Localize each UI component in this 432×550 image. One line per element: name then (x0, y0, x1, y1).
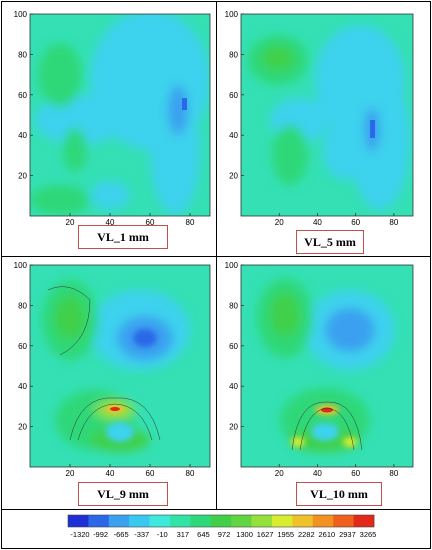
colorbar-label: 2610 (319, 530, 336, 539)
colorbar-swatch (149, 515, 171, 527)
x-tick-label: 20 (275, 218, 284, 227)
colorbar: -1320 -992 -665 -337 -10 317 645 972 1300 1627 195… (67, 514, 377, 539)
x-tick-label: 80 (186, 469, 195, 478)
y-tick-label: 40 (18, 382, 27, 391)
colorbar-swatch (312, 515, 334, 527)
y-tick-label: 100 (225, 261, 239, 270)
colorbar-label: -10 (157, 530, 168, 539)
colorbar-swatch (108, 515, 130, 527)
x-tick-label: 40 (106, 218, 115, 227)
panel-4-label: VL_10 mm (296, 482, 382, 506)
y-tick-label: 80 (18, 301, 27, 310)
colorbar-swatch (292, 515, 314, 527)
panel-divider-vertical (216, 1, 217, 509)
y-tick-label: 20 (18, 423, 27, 432)
colorbar-swatch (251, 515, 273, 527)
colorbar-label: 3265 (360, 530, 377, 539)
y-tick-label: 60 (18, 91, 27, 100)
x-tick-label: 60 (351, 218, 360, 227)
colorbar-label: -1320 (70, 530, 89, 539)
colorbar-swatch (68, 515, 89, 527)
panel-2-label: VL_5 mm (296, 230, 364, 254)
panel-4-plot (240, 264, 414, 468)
x-tick-label: 60 (351, 469, 360, 478)
panel-2-plot (240, 13, 414, 217)
x-tick-label: 40 (313, 469, 322, 478)
x-tick-label: 60 (146, 469, 155, 478)
panel-1-label: VL_1 mm (78, 225, 168, 249)
x-tick-label: 60 (146, 218, 155, 227)
panel-1-plot (29, 13, 211, 217)
y-tick-label: 100 (225, 10, 239, 19)
colorbar-swatch (272, 515, 293, 527)
x-tick-label: 20 (66, 218, 75, 227)
x-tick-label: 20 (66, 469, 75, 478)
colorbar-label: 1627 (257, 530, 274, 539)
y-tick-label: 80 (18, 50, 27, 59)
colorbar-swatch (129, 515, 150, 527)
colorbar-label: -337 (134, 530, 149, 539)
y-tick-label: 20 (18, 172, 27, 181)
y-tick-label: 80 (229, 50, 238, 59)
x-tick-label: 80 (186, 218, 195, 227)
colorbar-label: 1955 (277, 530, 294, 539)
x-tick-label: 80 (389, 469, 398, 478)
panel-3-plot (29, 264, 211, 468)
y-tick-label: 100 (14, 10, 28, 19)
colorbar-label: -992 (93, 530, 108, 539)
y-tick-label: 40 (18, 131, 27, 140)
y-tick-label: 20 (229, 423, 238, 432)
colorbar-swatch (88, 515, 110, 527)
y-tick-label: 80 (229, 301, 238, 310)
panel-divider-bottom (1, 509, 430, 510)
colorbar-label: 2937 (339, 530, 356, 539)
y-tick-label: 40 (229, 382, 238, 391)
colorbar-swatch (210, 515, 232, 527)
colorbar-border (67, 514, 375, 528)
colorbar-label: 1300 (236, 530, 253, 539)
panel-3-label: VL_9 mm (78, 482, 168, 506)
panel-divider-middle (1, 256, 430, 257)
y-tick-label: 60 (18, 342, 27, 351)
y-tick-label: 60 (229, 342, 238, 351)
colorbar-label: 645 (197, 530, 210, 539)
colorbar-swatch (333, 515, 354, 527)
x-tick-label: 40 (313, 218, 322, 227)
colorbar-label: 2282 (298, 530, 315, 539)
colorbar-swatch (231, 515, 252, 527)
x-tick-label: 20 (275, 469, 284, 478)
y-tick-label: 100 (14, 261, 28, 270)
y-tick-label: 20 (229, 172, 238, 181)
colorbar-swatch (353, 515, 375, 527)
colorbar-swatch (170, 515, 191, 527)
x-tick-label: 80 (389, 218, 398, 227)
colorbar-swatch (190, 515, 212, 527)
x-tick-label: 40 (106, 469, 115, 478)
colorbar-label: 972 (218, 530, 231, 539)
colorbar-label: -665 (114, 530, 129, 539)
y-tick-label: 60 (229, 91, 238, 100)
colorbar-label: 317 (177, 530, 190, 539)
y-tick-label: 40 (229, 131, 238, 140)
